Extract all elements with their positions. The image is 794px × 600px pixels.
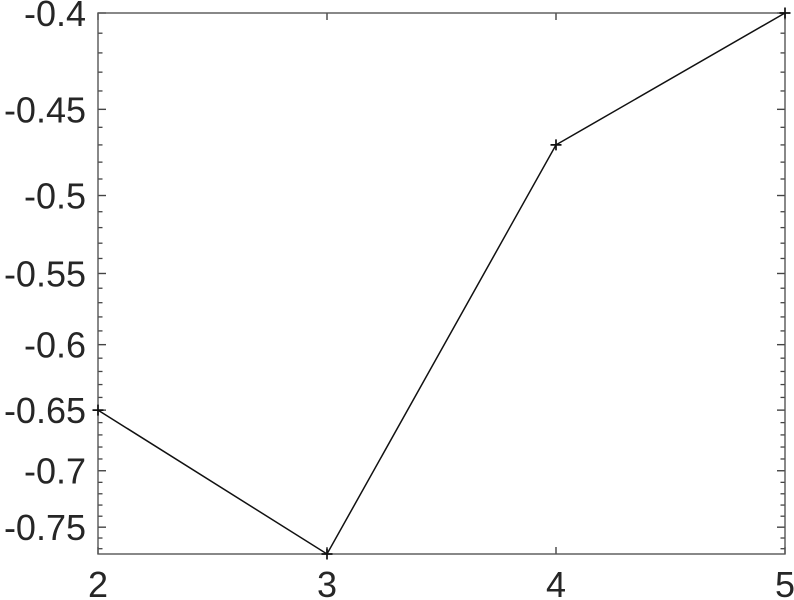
data-line — [97, 12, 786, 556]
x-tick-label: 2 — [88, 564, 108, 600]
data-point-marker — [92, 404, 104, 416]
y-tick-label: -0.65 — [4, 390, 86, 431]
x-tick-label: 3 — [317, 564, 337, 600]
plot-box — [97, 12, 786, 555]
y-tick-label: -0.5 — [24, 175, 86, 216]
data-point-marker — [550, 139, 562, 151]
y-tick-label: -0.75 — [4, 507, 86, 548]
y-tick-label: -0.6 — [24, 325, 86, 366]
y-tick-label: -0.4 — [24, 0, 86, 34]
y-tick-label: -0.55 — [4, 253, 86, 294]
x-tick-label: 5 — [775, 564, 794, 600]
data-point-marker — [321, 548, 333, 560]
data-point-marker — [779, 7, 791, 19]
x-tick-label: 4 — [546, 564, 566, 600]
y-tick-label: -0.7 — [24, 451, 86, 492]
y-tick-label: -0.45 — [4, 89, 86, 130]
